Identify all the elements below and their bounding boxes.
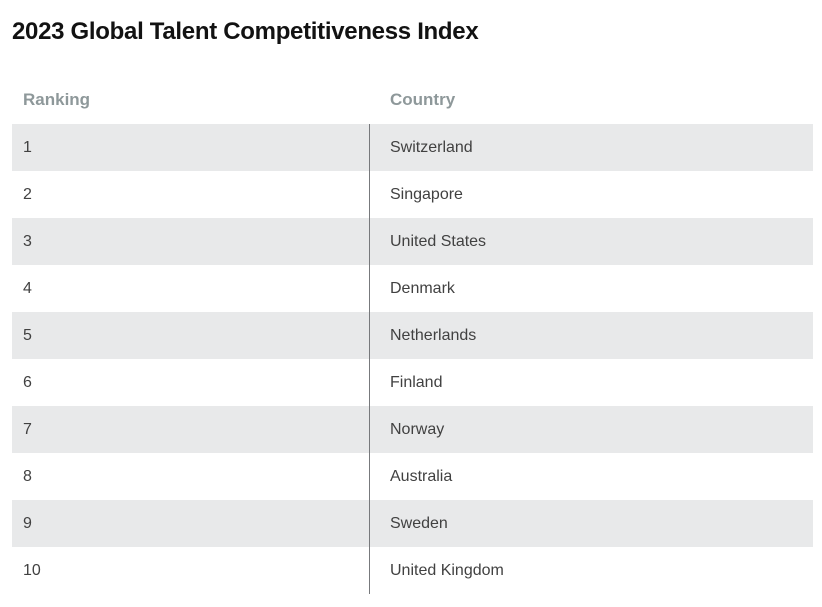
ranking-cell: 7 <box>23 420 32 438</box>
table-row: 2 Singapore <box>12 171 813 218</box>
content-area: 2023 Global Talent Competitiveness Index… <box>12 0 813 594</box>
country-cell: United Kingdom <box>369 547 813 594</box>
table-header-row: Ranking Country <box>12 90 813 110</box>
country-cell: Singapore <box>369 171 813 218</box>
country-cell: Finland <box>369 359 813 406</box>
table-row: 1 Switzerland <box>12 124 813 171</box>
column-header-ranking: Ranking <box>23 90 91 109</box>
table-body: 1 Switzerland 2 Singapore 3 United States 4 Den… <box>12 124 813 594</box>
ranking-cell: 5 <box>23 326 32 344</box>
ranking-cell: 9 <box>23 514 32 532</box>
page-title: 2023 Global Talent Competitiveness Index <box>12 18 479 45</box>
table-row: 4 Denmark <box>12 265 813 312</box>
country-cell: Norway <box>369 406 813 453</box>
table-row: 5 Netherlands <box>12 312 813 359</box>
country-cell: Switzerland <box>369 124 813 171</box>
ranking-cell: 1 <box>23 138 32 156</box>
ranking-cell: 2 <box>23 185 32 203</box>
table-row: 6 Finland <box>12 359 813 406</box>
column-header-country: Country <box>390 90 456 109</box>
country-cell: Sweden <box>369 500 813 547</box>
ranking-cell: 4 <box>23 279 32 297</box>
table-row: 3 United States <box>12 218 813 265</box>
table-row: 9 Sweden <box>12 500 813 547</box>
table-row: 10 United Kingdom <box>12 547 813 594</box>
country-cell: Netherlands <box>369 312 813 359</box>
country-cell: Australia <box>369 453 813 500</box>
country-cell: United States <box>369 218 813 265</box>
ranking-cell: 8 <box>23 467 32 485</box>
table-row: 8 Australia <box>12 453 813 500</box>
table-row: 7 Norway <box>12 406 813 453</box>
country-cell: Denmark <box>369 265 813 312</box>
ranking-cell: 10 <box>23 561 41 579</box>
ranking-cell: 6 <box>23 373 32 391</box>
ranking-cell: 3 <box>23 232 32 250</box>
